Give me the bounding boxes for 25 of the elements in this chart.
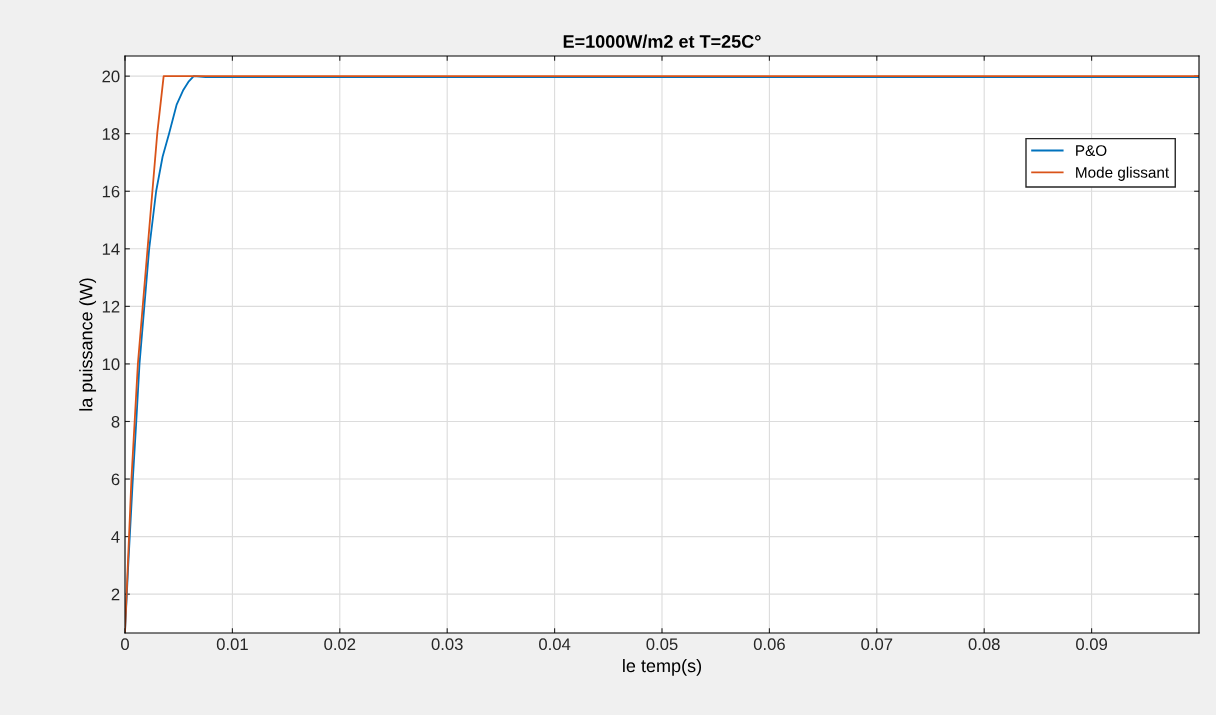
y-tick-label: 12 xyxy=(102,300,120,313)
chart-title: E=1000W/m2 et T=25C° xyxy=(563,34,761,49)
y-tick-label: 16 xyxy=(102,185,120,198)
y-tick-label: 4 xyxy=(111,531,120,543)
legend-label: Mode glissant xyxy=(1076,166,1170,181)
x-tick-label: 0 xyxy=(121,638,129,651)
x-tick-label: 0.05 xyxy=(646,638,678,651)
x-axis-title: le temp(s) xyxy=(623,658,702,676)
x-tick-label: 0.03 xyxy=(431,638,463,651)
x-tick-label: 0.07 xyxy=(861,638,893,651)
x-tick-label: 0.08 xyxy=(968,638,1000,651)
y-tick-label: 10 xyxy=(102,358,120,371)
x-tick-label: 0.04 xyxy=(539,638,571,651)
y-tick-label: 18 xyxy=(102,128,120,140)
y-tick-label: 8 xyxy=(111,415,120,428)
legend-label: P&O xyxy=(1076,145,1107,156)
y-tick-label: 6 xyxy=(111,473,120,486)
x-tick-label: 0.09 xyxy=(1076,638,1108,651)
y-tick-label: 14 xyxy=(102,243,120,255)
y-tick-label: 2 xyxy=(111,588,120,601)
x-tick-label: 0.02 xyxy=(324,638,356,651)
y-axis-title: la puissance (W) xyxy=(79,278,97,411)
y-tick-label: 20 xyxy=(102,70,120,83)
x-tick-label: 0.06 xyxy=(753,638,785,651)
x-tick-label: 0.01 xyxy=(216,638,248,651)
